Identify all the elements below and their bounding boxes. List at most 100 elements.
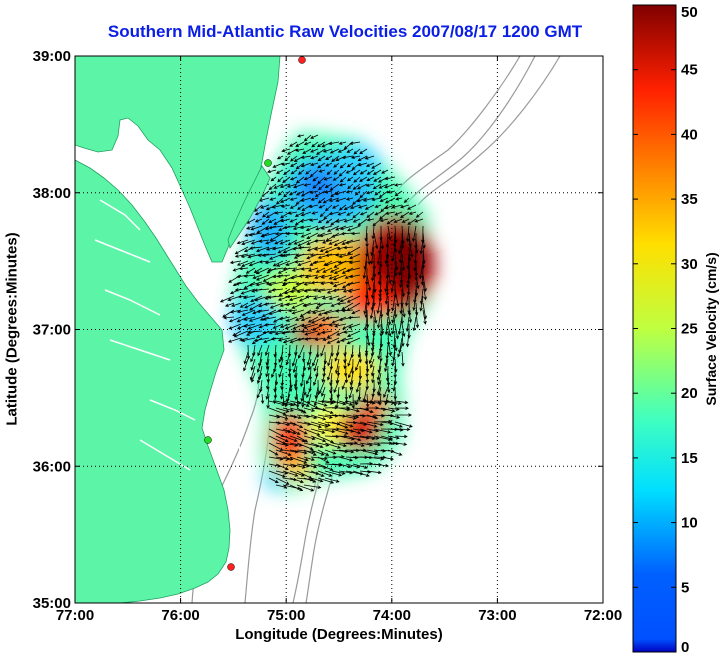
velocity-arrow [309, 218, 319, 222]
velocity-arrow [294, 316, 305, 321]
velocity-arrow [394, 323, 399, 340]
velocity-arrow [303, 449, 317, 456]
velocity-arrow [331, 155, 340, 162]
velocity-arrow [300, 323, 312, 328]
velocity-arrow [317, 435, 335, 444]
x-tick-label: 73:00 [478, 607, 516, 624]
velocity-arrow [320, 225, 333, 230]
velocity-arrow [248, 232, 263, 237]
velocity-arrow [295, 176, 305, 184]
velocity-arrow [285, 260, 298, 266]
velocity-arrow [303, 302, 319, 308]
velocity-arrow [345, 435, 362, 442]
velocity-arrow [289, 204, 298, 209]
velocity-arrow [370, 365, 375, 377]
velocity-arrow [289, 197, 298, 201]
velocity-arrow [289, 288, 305, 294]
velocity-arrow [346, 281, 361, 286]
velocity-arrow [297, 239, 312, 247]
velocity-arrow [312, 351, 319, 367]
velocity-arrow [366, 288, 371, 306]
velocity-arrow [419, 260, 424, 280]
velocity-arrow [258, 239, 270, 243]
velocity-arrow [398, 239, 403, 255]
velocity-arrow [303, 456, 315, 461]
velocity-arrow [332, 281, 347, 288]
velocity-arrow [317, 470, 333, 477]
velocity-arrow [364, 155, 375, 160]
velocity-arrow [401, 302, 406, 318]
velocity-arrow [306, 309, 319, 314]
velocity-arrow [394, 421, 413, 428]
velocity-arrow [379, 302, 384, 318]
velocity-arrow [288, 308, 298, 313]
velocity-arrow [412, 295, 417, 312]
velocity-arrow [333, 379, 340, 394]
colorbar-tick-label: 30 [681, 256, 698, 273]
velocity-arrow [227, 337, 242, 343]
velocity-arrow [317, 463, 334, 471]
velocity-arrow [311, 309, 326, 315]
velocity-arrow [269, 197, 277, 201]
velocity-arrow [313, 246, 326, 251]
velocity-arrow [334, 190, 347, 196]
velocity-arrow [313, 295, 326, 300]
velocity-arrow [337, 148, 347, 153]
radar-station-red-south [227, 563, 235, 571]
colorbar-ticks: 0 5 10 15 20 25 30 35 40 45 50 [633, 4, 698, 656]
velocity-arrow [297, 134, 305, 138]
velocity-arrow [352, 218, 361, 223]
velocity-arrow [415, 274, 420, 290]
velocity-arrow [245, 267, 256, 274]
velocity-arrow [277, 308, 291, 313]
velocity-arrow [310, 400, 328, 407]
velocity-arrow [327, 365, 333, 381]
radar-station-green-south [204, 436, 212, 444]
velocity-arrow [317, 253, 333, 259]
velocity-arrow [347, 351, 354, 367]
velocity-arrow [276, 274, 291, 278]
velocity-arrow [377, 309, 382, 329]
velocity-arrow [249, 246, 263, 250]
velocity-arrow [346, 162, 354, 168]
velocity-arrow [281, 162, 291, 166]
velocity-arrow [317, 456, 330, 464]
velocity-arrow [289, 477, 304, 484]
velocity-arrow [276, 260, 291, 267]
velocity-arrow [329, 267, 340, 273]
velocity-arrow [349, 379, 354, 391]
velocity-arrow [299, 225, 312, 230]
velocity-arrow [347, 365, 354, 379]
velocity-arrow [307, 316, 319, 323]
velocity-arrow [243, 316, 256, 321]
velocity-arrow [303, 435, 316, 441]
velocity-arrow [269, 232, 284, 242]
velocity-arrow [325, 316, 340, 320]
velocity-arrow [394, 211, 403, 216]
velocity-arrow [279, 253, 291, 258]
colorbar-tick-label: 45 [681, 62, 698, 79]
velocity-arrow [384, 204, 396, 210]
velocity-arrow [299, 218, 312, 223]
velocity-arrow [240, 260, 256, 267]
velocity-arrow [317, 176, 326, 185]
velocity-arrow [236, 309, 249, 314]
velocity-arrow [241, 337, 256, 343]
velocity-arrow [365, 393, 370, 408]
velocity-arrow [345, 448, 360, 453]
velocity-arrow [335, 218, 347, 223]
velocity-arrow [289, 421, 304, 429]
velocity-arrow [347, 315, 361, 320]
velocity-arrow [261, 218, 270, 225]
velocity-arrow [275, 477, 290, 485]
velocity-arrow [345, 400, 358, 405]
velocity-arrow [296, 400, 310, 407]
x-tick-label: 75:00 [267, 607, 305, 624]
velocity-arrow [249, 302, 263, 311]
velocity-arrow [351, 309, 361, 314]
velocity-field [219, 132, 435, 492]
velocity-arrow [239, 302, 249, 308]
velocity-arrow [271, 204, 284, 209]
velocity-arrow [256, 309, 270, 314]
velocity-arrow [342, 288, 354, 293]
